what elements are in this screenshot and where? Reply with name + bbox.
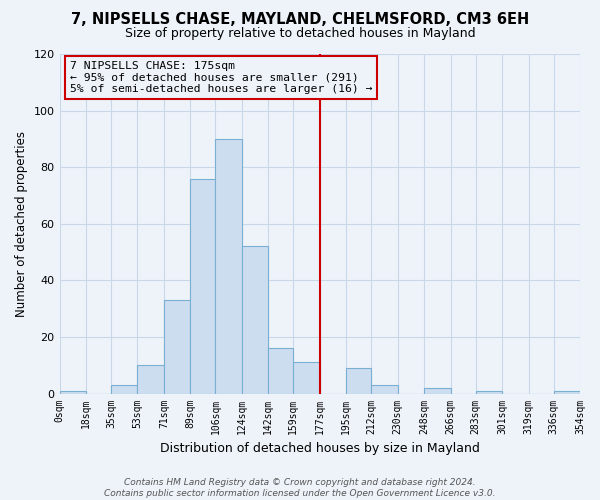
Bar <box>242 246 268 394</box>
Bar <box>371 385 398 394</box>
Bar <box>268 348 293 394</box>
Bar <box>137 366 164 394</box>
Text: 7 NIPSELLS CHASE: 175sqm
← 95% of detached houses are smaller (291)
5% of semi-d: 7 NIPSELLS CHASE: 175sqm ← 95% of detach… <box>70 61 373 94</box>
Text: Contains HM Land Registry data © Crown copyright and database right 2024.
Contai: Contains HM Land Registry data © Crown c… <box>104 478 496 498</box>
Bar <box>111 385 137 394</box>
Bar <box>476 390 502 394</box>
Bar <box>164 300 190 394</box>
Bar <box>424 388 451 394</box>
Bar <box>59 390 86 394</box>
Bar <box>215 139 242 394</box>
Text: 7, NIPSELLS CHASE, MAYLAND, CHELMSFORD, CM3 6EH: 7, NIPSELLS CHASE, MAYLAND, CHELMSFORD, … <box>71 12 529 28</box>
Bar <box>554 390 580 394</box>
Y-axis label: Number of detached properties: Number of detached properties <box>15 131 28 317</box>
X-axis label: Distribution of detached houses by size in Mayland: Distribution of detached houses by size … <box>160 442 480 455</box>
Bar <box>190 178 215 394</box>
Bar <box>346 368 371 394</box>
Text: Size of property relative to detached houses in Mayland: Size of property relative to detached ho… <box>125 28 475 40</box>
Bar <box>293 362 320 394</box>
